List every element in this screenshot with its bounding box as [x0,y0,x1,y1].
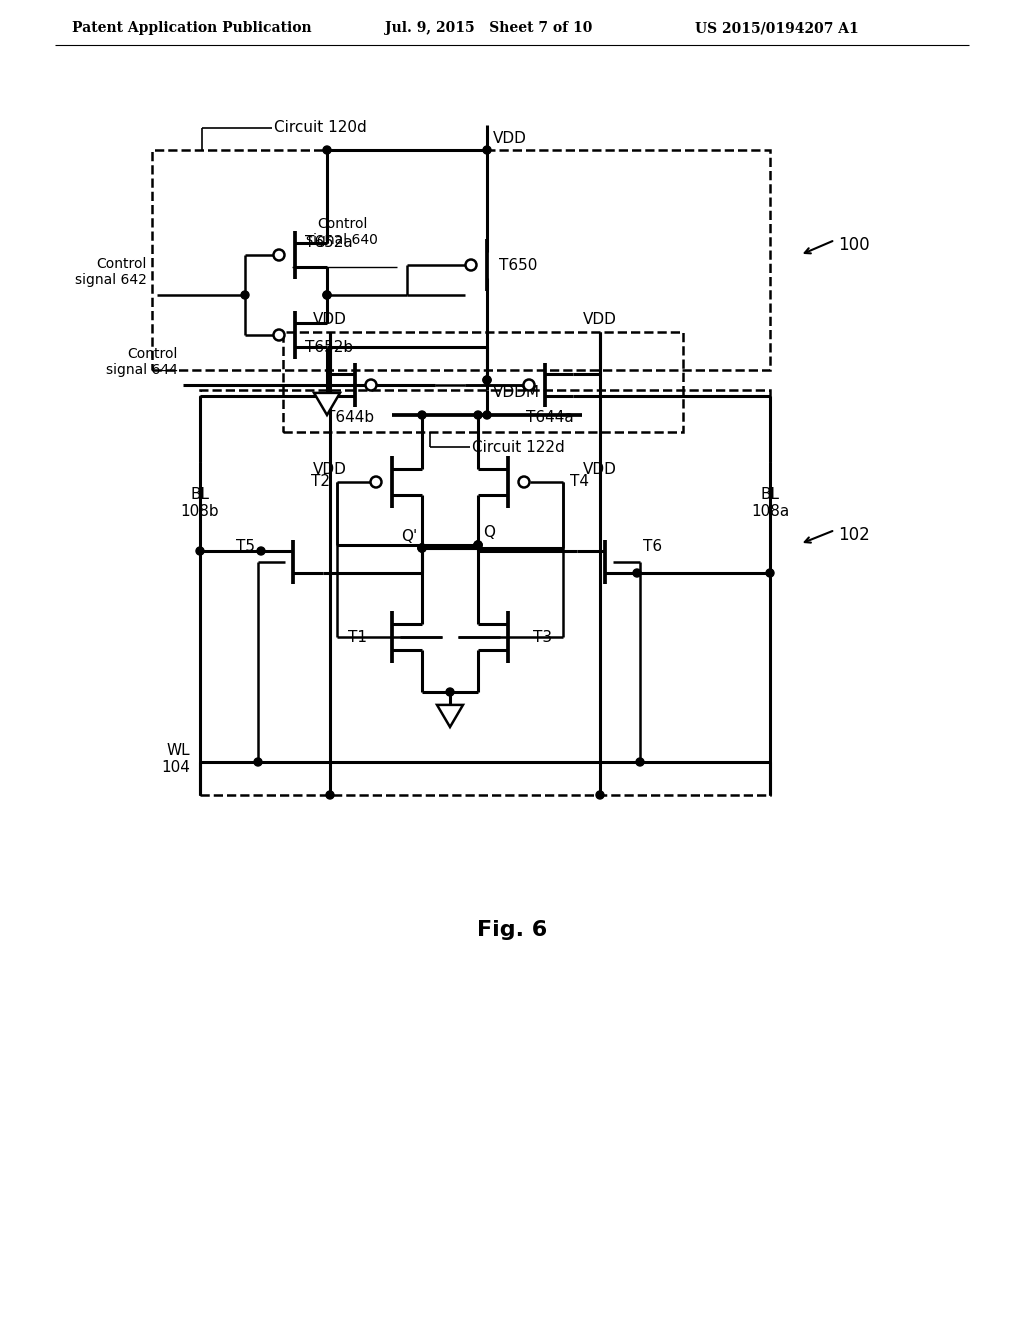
Circle shape [366,380,377,391]
Text: VDD: VDD [313,462,347,477]
Bar [283,333,683,432]
Text: VDD: VDD [493,131,527,147]
Text: US 2015/0194207 A1: US 2015/0194207 A1 [695,21,859,36]
Text: Q: Q [483,525,495,540]
Circle shape [323,147,331,154]
Circle shape [418,411,426,418]
Text: Fig. 6: Fig. 6 [477,920,547,940]
Text: T650: T650 [499,257,538,272]
Circle shape [483,376,490,384]
Circle shape [474,541,482,549]
Circle shape [418,544,426,552]
Circle shape [196,546,204,554]
Circle shape [257,546,265,554]
Circle shape [633,569,641,577]
Polygon shape [437,705,463,727]
Text: VDD: VDD [583,462,616,477]
Circle shape [273,330,285,341]
Text: T5: T5 [236,539,255,554]
Circle shape [483,147,490,154]
Text: VDD: VDD [583,312,616,327]
Text: T652a: T652a [305,235,352,249]
Circle shape [326,791,334,799]
Text: T1: T1 [347,630,367,644]
Text: T2: T2 [311,474,330,490]
Circle shape [483,376,490,384]
Circle shape [523,380,535,391]
Bar [200,389,770,795]
Text: Patent Application Publication: Patent Application Publication [72,21,311,36]
Circle shape [518,477,529,487]
Text: BL
108b: BL 108b [180,487,219,519]
Circle shape [483,411,490,418]
Circle shape [636,758,644,766]
Circle shape [273,249,285,260]
Circle shape [323,290,331,300]
Circle shape [254,758,262,766]
Circle shape [418,544,426,552]
Text: 100: 100 [838,236,869,253]
Text: VDDM: VDDM [493,385,540,400]
Text: T4: T4 [570,474,589,490]
Text: VDD: VDD [313,312,347,327]
Text: T6: T6 [643,539,663,554]
Circle shape [371,477,382,487]
Text: Q': Q' [400,529,417,544]
Text: Control
signal 640: Control signal 640 [306,216,378,247]
Text: 102: 102 [838,525,869,544]
Circle shape [474,411,482,418]
Circle shape [766,569,774,577]
Text: T3: T3 [534,630,553,644]
Text: Control
signal 644: Control signal 644 [106,347,178,378]
Text: Circuit 120d: Circuit 120d [274,120,367,136]
Circle shape [596,791,604,799]
Polygon shape [314,393,340,414]
Text: WL
104: WL 104 [161,743,190,775]
Circle shape [474,541,482,549]
Bar [152,150,770,370]
Circle shape [474,541,482,549]
Circle shape [241,290,249,300]
Text: T644a: T644a [526,411,573,425]
Circle shape [418,544,426,552]
Circle shape [466,260,476,271]
Text: T644b: T644b [326,411,374,425]
Circle shape [446,688,454,696]
Text: BL
108a: BL 108a [751,487,790,519]
Text: Jul. 9, 2015   Sheet 7 of 10: Jul. 9, 2015 Sheet 7 of 10 [385,21,592,36]
Text: T652b: T652b [305,341,353,355]
Text: Control
signal 642: Control signal 642 [75,257,147,286]
Text: Circuit 122d: Circuit 122d [472,440,565,454]
Circle shape [323,290,331,300]
